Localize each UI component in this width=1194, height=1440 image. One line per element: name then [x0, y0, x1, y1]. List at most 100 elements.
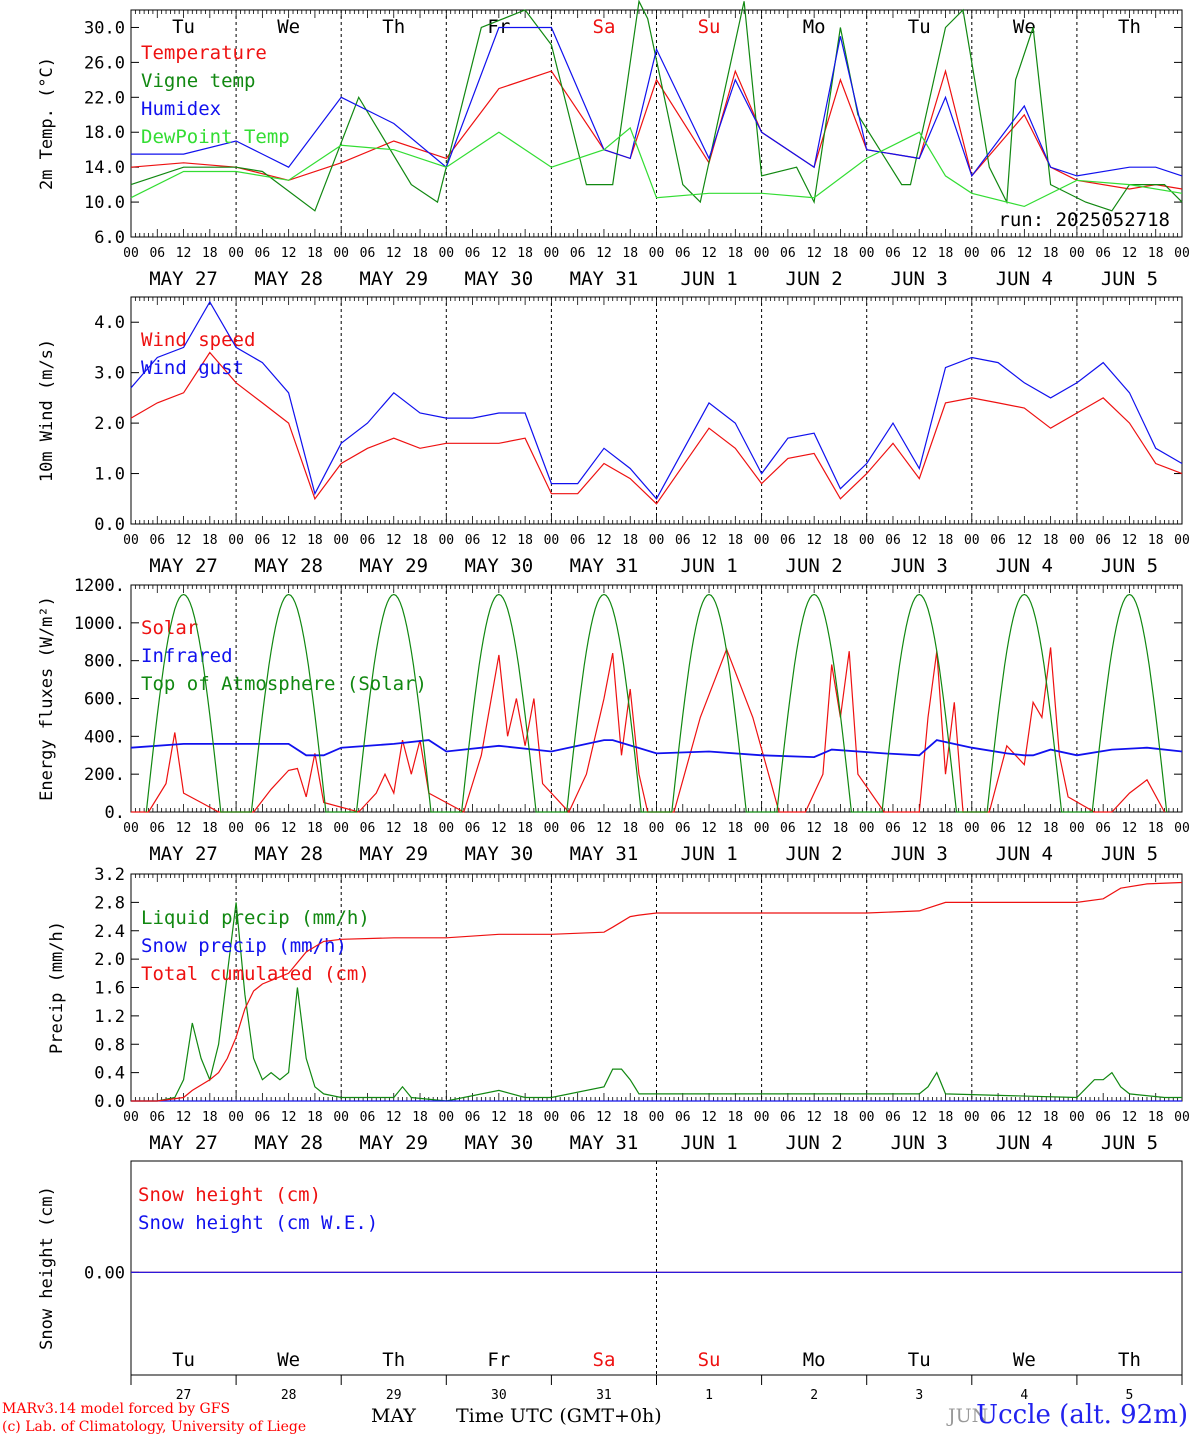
hour-tick-label: 06: [990, 533, 1006, 548]
hour-tick-label: 12: [491, 533, 507, 548]
hour-tick-label: 06: [570, 821, 586, 836]
panel-2: 0.0 1.0 2.0 3.0 4.0 10m Wind (m/s) 00 06 12 18 MAY…: [37, 296, 1190, 577]
day-name: We: [277, 1349, 300, 1371]
hour-tick-label: 18: [1148, 821, 1164, 836]
date-label: MAY 28: [254, 555, 323, 577]
hour-tick-label: 06: [990, 246, 1006, 261]
day-number: 30: [491, 1388, 507, 1403]
date-label: MAY 28: [254, 843, 323, 865]
hour-tick-label: 06: [465, 533, 481, 548]
y-tick-label: 22.0: [84, 88, 125, 108]
hour-tick-label: 18: [307, 1110, 323, 1125]
hour-tick-label: 06: [780, 821, 796, 836]
date-label: MAY 31: [570, 1132, 639, 1154]
y-tick-label: 14.0: [84, 158, 125, 178]
hour-tick-label: 00: [754, 821, 770, 836]
y-tick-label: 1.6: [94, 979, 125, 999]
hour-tick-label: 06: [780, 1110, 796, 1125]
hour-tick-label: 12: [386, 246, 402, 261]
hour-tick-label: 00: [1069, 1110, 1085, 1125]
hour-tick-label: 06: [255, 533, 271, 548]
day-name: We: [277, 16, 300, 38]
y-tick-label: 1.2: [94, 1007, 125, 1027]
legend-entry: Snow height (cm): [138, 1184, 321, 1206]
date-label: MAY 31: [570, 555, 639, 577]
legend-entry: DewPoint Temp: [141, 126, 290, 148]
hour-tick-label: 00: [964, 1110, 980, 1125]
day-name: Mo: [803, 1349, 826, 1371]
hour-tick-label: 06: [149, 533, 165, 548]
date-label: JUN 5: [1101, 1132, 1158, 1154]
date-label: MAY 27: [149, 1132, 218, 1154]
hour-tick-label: 06: [1095, 1110, 1111, 1125]
hour-tick-label: 06: [570, 533, 586, 548]
hour-tick-label: 18: [307, 533, 323, 548]
hour-tick-label: 00: [228, 246, 244, 261]
hour-tick-label: 12: [701, 533, 717, 548]
hour-tick-label: 12: [911, 533, 927, 548]
hour-tick-label: 06: [675, 533, 691, 548]
hour-tick-label: 06: [149, 246, 165, 261]
lab-credit: (c) Lab. of Climatology, University of L…: [2, 1419, 307, 1435]
hour-tick-label: 18: [727, 533, 743, 548]
hour-tick-label: 12: [596, 1110, 612, 1125]
hour-tick-label: 18: [938, 246, 954, 261]
y-tick-label: 10.0: [84, 193, 125, 213]
hour-tick-label: 18: [412, 1110, 428, 1125]
hour-tick-label: 18: [412, 821, 428, 836]
hour-tick-label: 12: [386, 821, 402, 836]
day-name: Su: [698, 1349, 721, 1371]
date-label: JUN 3: [891, 268, 948, 290]
hour-tick-label: 00: [964, 246, 980, 261]
hour-tick-label: 18: [833, 533, 849, 548]
series-line-total-cumulated-cm-: [131, 881, 1183, 1102]
hour-tick-label: 00: [1174, 246, 1190, 261]
date-label: MAY 27: [149, 268, 218, 290]
hour-tick-label: 12: [386, 533, 402, 548]
y-tick-label: 18.0: [84, 123, 125, 143]
date-label: MAY 29: [359, 843, 428, 865]
hour-tick-label: 06: [360, 533, 376, 548]
hour-tick-label: 06: [885, 821, 901, 836]
y-tick-label: 6.0: [94, 228, 125, 248]
series-line-liquid-precip-mm-h-: [131, 902, 1182, 1102]
y-tick-label: 26.0: [84, 53, 125, 73]
day-name: Fr: [487, 1349, 510, 1371]
y-tick-label: 2.0: [94, 950, 125, 970]
legend-entry: Liquid precip (mm/h): [141, 907, 370, 929]
date-label: MAY 30: [465, 268, 534, 290]
hour-tick-label: 12: [281, 533, 297, 548]
hour-tick-label: 00: [333, 821, 349, 836]
date-label: JUN 1: [680, 555, 737, 577]
hour-tick-label: 00: [964, 821, 980, 836]
hour-tick-label: 12: [1122, 533, 1138, 548]
y-tick-label: 600.: [84, 690, 125, 710]
date-label: MAY 28: [254, 268, 323, 290]
day-number: 5: [1126, 1388, 1134, 1403]
hour-tick-label: 00: [544, 246, 560, 261]
day-name: Tu: [908, 16, 931, 38]
hour-tick-label: 00: [964, 533, 980, 548]
hour-tick-label: 06: [780, 533, 796, 548]
series-line-top-of-atmosphere-solar-: [145, 593, 1168, 813]
series-line-dewpoint-temp: [130, 126, 1183, 208]
y-tick-label: 2.4: [94, 922, 125, 942]
hour-tick-label: 18: [1043, 533, 1059, 548]
hour-tick-label: 06: [780, 246, 796, 261]
hour-tick-label: 06: [990, 1110, 1006, 1125]
y-tick-label: 800.: [84, 652, 125, 672]
hour-tick-label: 12: [806, 1110, 822, 1125]
date-label: MAY 30: [465, 843, 534, 865]
series-line-temperature: [130, 68, 1183, 190]
date-label: MAY 31: [570, 268, 639, 290]
day-number: 31: [596, 1388, 612, 1403]
day-name: Mo: [803, 16, 826, 38]
hour-tick-label: 18: [622, 821, 638, 836]
date-label: JUN 4: [996, 1132, 1053, 1154]
hour-tick-label: 12: [911, 1110, 927, 1125]
hour-tick-label: 12: [806, 246, 822, 261]
hour-tick-label: 00: [228, 533, 244, 548]
hour-tick-label: 18: [727, 246, 743, 261]
hour-tick-label: 12: [806, 533, 822, 548]
hour-tick-label: 12: [176, 246, 192, 261]
